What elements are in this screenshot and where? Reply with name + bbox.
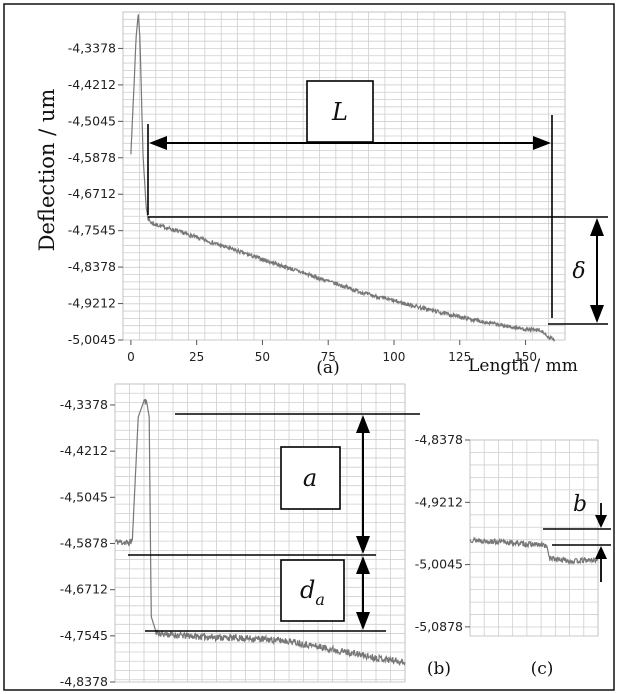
y-tick-label: -4,4212 bbox=[68, 77, 116, 92]
panel-a-chart: -4,3378 -4,4212 -4,5045 -4,5878 -4,6712 -4,75… bbox=[35, 11, 608, 378]
panel-b-y-ticks: -4,3378 -4,4212 -4,5045 -4,5878 -4,6712 -4,75… bbox=[60, 397, 115, 689]
b-dimension: b bbox=[543, 492, 611, 582]
x-tick-label: 50 bbox=[255, 350, 270, 364]
y-tick-label: -4,5878 bbox=[60, 535, 108, 550]
y-tick-label: -5,0878 bbox=[415, 619, 463, 634]
y-tick-label: -4,4212 bbox=[60, 443, 108, 458]
b-upper-arrow-head bbox=[595, 515, 607, 528]
x-tick-label: 150 bbox=[514, 350, 537, 364]
panel-a-x-axis-label: Length / mm bbox=[468, 356, 578, 376]
panel-a-y-ticks: -4,3378 -4,4212 -4,5045 -4,5878 -4,6712 -4,75… bbox=[68, 40, 123, 347]
a-label-box bbox=[280, 446, 341, 510]
length-arrow-right-head bbox=[533, 136, 551, 150]
delta-arrow-top-head bbox=[590, 218, 604, 236]
y-tick-label: -5,0045 bbox=[68, 332, 116, 347]
y-tick-label: -4,5878 bbox=[68, 150, 116, 165]
y-tick-label: -4,6712 bbox=[60, 582, 108, 597]
b-label: b bbox=[573, 492, 587, 517]
da-arrow-bottom-head bbox=[356, 612, 370, 630]
plot-border bbox=[114, 383, 406, 683]
panel-a-series-line bbox=[130, 14, 556, 342]
panel-c-chart: -4,8378 -4,9212 -5,0045 -5,0878 (c) b bbox=[415, 432, 611, 679]
y-tick-label: -4,3378 bbox=[68, 40, 116, 55]
da-label-subscript: a bbox=[315, 590, 325, 609]
plot-border bbox=[469, 439, 599, 637]
y-tick-label: -4,8378 bbox=[415, 432, 463, 447]
y-tick-label: -4,5045 bbox=[60, 489, 108, 504]
y-tick-label: -4,3378 bbox=[60, 397, 108, 412]
y-tick-label: -4,8378 bbox=[60, 674, 108, 689]
y-tick-label: -4,7545 bbox=[68, 223, 116, 238]
panel-c-series-line bbox=[469, 536, 599, 566]
panel-c-y-ticks: -4,8378 -4,9212 -5,0045 -5,0878 bbox=[415, 432, 470, 634]
delta-label: δ bbox=[572, 259, 585, 284]
delta-dimension: δ bbox=[148, 216, 608, 325]
length-label-box bbox=[306, 80, 374, 143]
a-arrow-bottom-head bbox=[356, 536, 370, 554]
length-arrow-left-head bbox=[149, 136, 167, 150]
x-tick-label: 0 bbox=[127, 350, 135, 364]
x-tick-label: 100 bbox=[383, 350, 406, 364]
x-tick-label: 75 bbox=[321, 350, 336, 364]
a-dimension: a bbox=[128, 413, 420, 556]
y-tick-label: -5,0045 bbox=[415, 557, 463, 572]
length-dimension: L bbox=[147, 80, 553, 318]
da-label-main: d bbox=[300, 576, 315, 604]
panel-c-grid bbox=[469, 439, 599, 637]
panel-b-chart: -4,3378 -4,4212 -4,5045 -4,5878 -4,6712 -4,75… bbox=[60, 383, 451, 689]
da-arrow-top-head bbox=[356, 556, 370, 574]
y-tick-label: -4,6712 bbox=[68, 186, 116, 201]
b-lower-arrow-head bbox=[595, 546, 607, 559]
a-label: a bbox=[303, 464, 317, 492]
x-tick-label: 125 bbox=[448, 350, 471, 364]
da-label: da bbox=[300, 576, 325, 609]
panel-b-series-line bbox=[114, 398, 406, 667]
figure-frame bbox=[3, 3, 615, 691]
y-tick-label: -4,7545 bbox=[60, 628, 108, 643]
a-arrow-top-head bbox=[356, 415, 370, 433]
y-tick-label: -4,9212 bbox=[68, 296, 116, 311]
y-tick-label: -4,8378 bbox=[68, 259, 116, 274]
x-tick-label: 25 bbox=[189, 350, 204, 364]
delta-arrow-bottom-head bbox=[590, 305, 604, 323]
panel-c-label: (c) bbox=[531, 659, 554, 679]
panel-a-plot-area bbox=[123, 12, 565, 340]
panel-c-plot-area bbox=[470, 440, 598, 636]
y-tick-label: -4,9212 bbox=[415, 494, 463, 509]
da-label-box bbox=[280, 559, 345, 622]
plot-border bbox=[122, 11, 566, 341]
panel-a-y-axis-label: Deflection / um bbox=[35, 89, 59, 252]
da-dimension: da bbox=[145, 556, 386, 632]
panel-b-grid bbox=[114, 383, 406, 683]
y-tick-label: -4,5045 bbox=[68, 113, 116, 128]
panel-b-label: (b) bbox=[427, 659, 451, 679]
panel-a-x-ticks: 0 25 50 75 100 125 150 bbox=[127, 340, 537, 364]
panel-a-label: (a) bbox=[316, 358, 339, 378]
length-label: L bbox=[331, 98, 348, 126]
